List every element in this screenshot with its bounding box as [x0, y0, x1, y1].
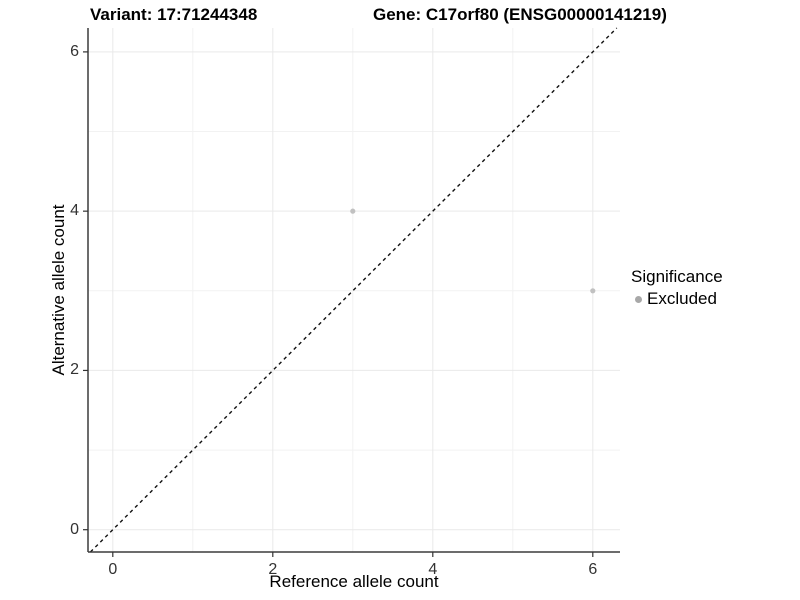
circle-icon	[635, 295, 642, 303]
y-tick-label: 4	[70, 202, 79, 220]
y-tick-label: 2	[70, 361, 79, 379]
x-axis-label: Reference allele count	[269, 572, 439, 591]
identity-line	[89, 27, 618, 553]
data-point	[350, 208, 356, 214]
legend: Significance Excluded	[631, 267, 723, 309]
x-tick-label: 6	[588, 561, 598, 578]
legend-item: Excluded	[635, 289, 723, 309]
y-axis-label: Alternative allele count	[49, 204, 68, 376]
data-point	[590, 288, 596, 294]
legend-title: Significance	[631, 267, 723, 286]
x-tick-label: 2	[268, 561, 278, 578]
gene-title: Gene: C17orf80 (ENSG00000141219)	[373, 5, 667, 24]
x-tick-label: 0	[108, 561, 118, 578]
legend-item-label: Excluded	[647, 289, 717, 308]
y-tick-label: 6	[70, 42, 79, 60]
y-tick-label: 0	[70, 520, 79, 538]
x-tick-label: 4	[428, 561, 438, 578]
variant-title: Variant: 17:71244348	[90, 5, 258, 24]
